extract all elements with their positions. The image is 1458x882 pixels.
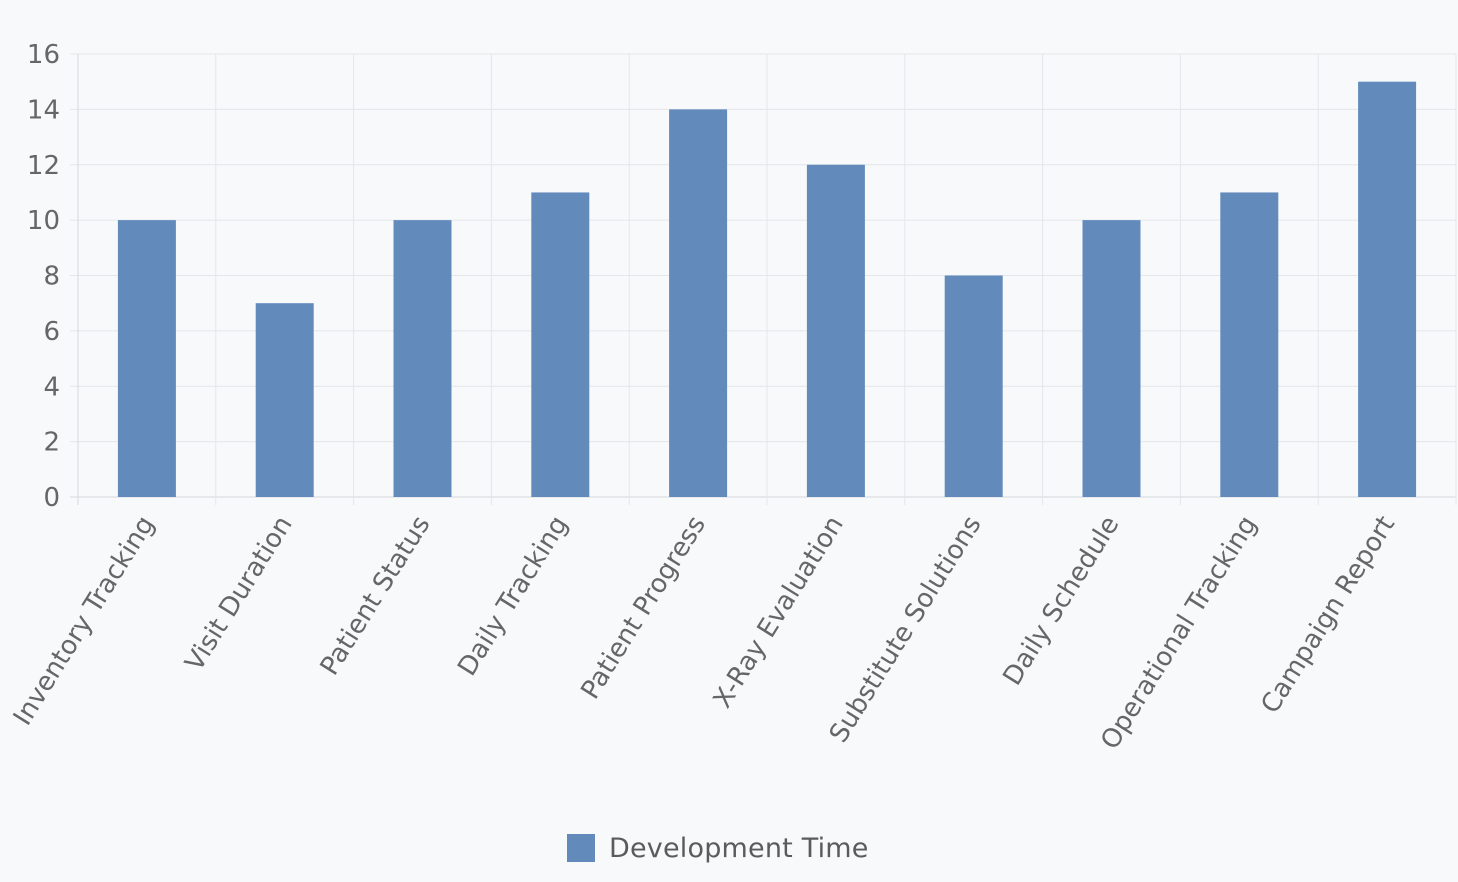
bar[interactable]: [806, 164, 865, 497]
legend: Development Time: [567, 830, 869, 866]
bar[interactable]: [1082, 220, 1141, 497]
x-tick-label: Visit Duration: [180, 511, 299, 677]
bar[interactable]: [531, 192, 590, 497]
bar[interactable]: [1358, 81, 1417, 497]
y-tick-label: 16: [27, 40, 60, 70]
legend-swatch: [567, 834, 595, 862]
y-tick-label: 12: [27, 151, 60, 181]
legend-label: Development Time: [609, 832, 869, 864]
bar[interactable]: [1220, 192, 1279, 497]
y-tick-label: 4: [43, 372, 60, 402]
x-tick-label: Operational Tracking: [1095, 511, 1263, 755]
x-axis-labels: Inventory Tracking Visit Duration Patient …: [8, 511, 1401, 755]
x-tick-label: Inventory Tracking: [8, 511, 161, 731]
bar[interactable]: [669, 109, 728, 497]
y-tick-label: 2: [43, 428, 60, 458]
x-tick-label: Daily Tracking: [452, 511, 574, 681]
x-tick-label: Daily Schedule: [997, 511, 1125, 691]
bar[interactable]: [944, 275, 1003, 498]
y-axis-ticks: 0 2 4 6 8 10 12 14 16: [27, 40, 60, 513]
y-tick-label: 6: [43, 317, 60, 347]
grid: [70, 53, 1457, 505]
bar[interactable]: [255, 303, 314, 497]
x-tick-label: Patient Progress: [575, 511, 712, 705]
x-tick-label: Patient Status: [315, 511, 437, 681]
bars: [117, 81, 1417, 498]
x-tick-label: X-Ray Evaluation: [708, 511, 850, 714]
x-tick-label: Substitute Solutions: [824, 511, 988, 748]
y-tick-label: 10: [27, 206, 60, 236]
bar[interactable]: [393, 220, 452, 497]
x-tick-label: Campaign Report: [1256, 511, 1401, 719]
bar[interactable]: [117, 220, 176, 497]
y-tick-label: 8: [43, 262, 60, 292]
y-tick-label: 0: [43, 483, 60, 513]
y-tick-label: 14: [27, 95, 60, 125]
